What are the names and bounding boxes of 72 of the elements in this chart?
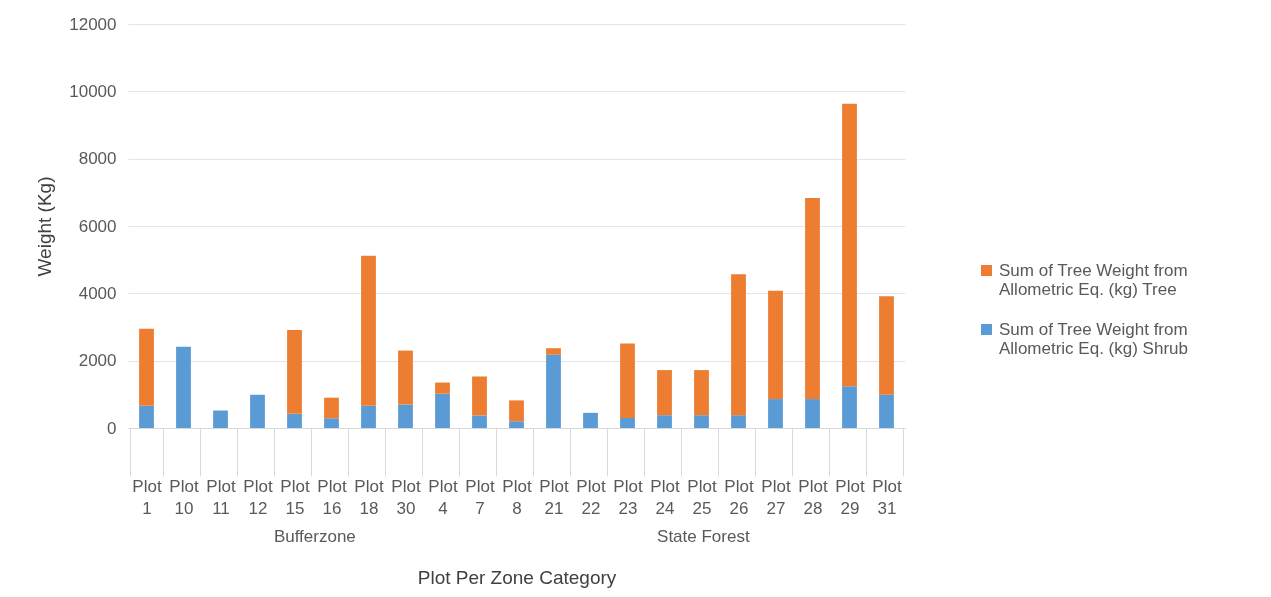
text: State Forest — [657, 527, 750, 546]
x-tick-label: Plot 18 — [354, 476, 384, 518]
bar — [472, 415, 487, 428]
bar — [805, 399, 820, 428]
bar — [842, 103, 857, 387]
bar — [768, 290, 783, 400]
x-tick-label: Plot 12 — [243, 476, 273, 518]
bar — [324, 418, 339, 428]
text: Bufferzone — [273, 527, 356, 546]
y-tick-label: 0 — [107, 418, 117, 438]
bar — [620, 417, 635, 428]
x-tick-label: Plot 26 — [724, 476, 754, 518]
bar — [657, 370, 672, 416]
x-tick-label: Plot 7 — [465, 476, 495, 518]
bar — [657, 415, 672, 428]
bar — [139, 405, 154, 428]
x-tick-label: Plot 16 — [317, 476, 347, 518]
x-tick-label: Plot 11 — [206, 476, 236, 518]
bar — [361, 255, 376, 406]
bar — [620, 343, 635, 418]
x-tick-label: Plot 15 — [280, 476, 310, 518]
x-tick-label: Plot 21 — [539, 476, 569, 518]
bar — [879, 296, 894, 395]
bar — [694, 415, 709, 428]
x-tick-label: Plot 10 — [169, 476, 199, 518]
y-tick-label: 6000 — [78, 216, 117, 236]
bar — [546, 354, 561, 428]
x-tick-label: Plot 4 — [428, 476, 458, 518]
x-tick-label: Plot 22 — [576, 476, 606, 518]
x-tick-label: Plot 29 — [835, 476, 865, 518]
x-tick-label: Plot 31 — [872, 476, 902, 518]
bar — [842, 386, 857, 428]
bar — [213, 410, 228, 428]
y-axis-title: Weight (Kg) — [34, 176, 56, 277]
x-tick-label: Plot 25 — [687, 476, 717, 518]
x-tick-label: Plot 27 — [761, 476, 791, 518]
y-tick-label: 10000 — [69, 81, 117, 101]
bar — [139, 328, 154, 406]
x-axis-title: Plot Per Zone Category — [417, 566, 617, 588]
legend-label: Sum of Tree Weight from Allometric Eq. (kg) Tree — [999, 260, 1188, 299]
legend-label: Sum of Tree Weight from Allometric Eq. (kg) Shrub — [999, 319, 1188, 358]
bar — [287, 330, 302, 414]
bar — [287, 413, 302, 428]
bar — [879, 394, 894, 428]
bar — [583, 412, 598, 428]
bar — [546, 348, 561, 355]
bar — [435, 382, 450, 394]
bar — [435, 393, 450, 428]
x-tick-label: Plot 30 — [391, 476, 421, 518]
bar — [398, 350, 413, 405]
bar — [694, 370, 709, 416]
bar — [324, 397, 339, 419]
y-tick-label: 4000 — [78, 283, 117, 303]
x-tick-label: Plot 23 — [613, 476, 643, 518]
y-tick-label: 12000 — [69, 14, 117, 34]
x-tick-label: Plot 1 — [132, 476, 162, 518]
y-tick-label: 2000 — [78, 351, 117, 371]
bar — [731, 274, 746, 416]
bar — [250, 394, 265, 428]
bar — [731, 415, 746, 428]
bar — [509, 421, 524, 428]
x-tick-label: Plot 8 — [502, 476, 532, 518]
bar — [176, 346, 191, 428]
x-tick-label: Plot 24 — [650, 476, 680, 518]
bar — [805, 198, 820, 400]
x-tick-label: Plot 28 — [798, 476, 828, 518]
bar — [472, 376, 487, 416]
y-tick-label: 8000 — [78, 149, 117, 169]
bar — [509, 400, 524, 422]
bar — [398, 404, 413, 428]
bar — [768, 399, 783, 428]
bar — [361, 405, 376, 428]
